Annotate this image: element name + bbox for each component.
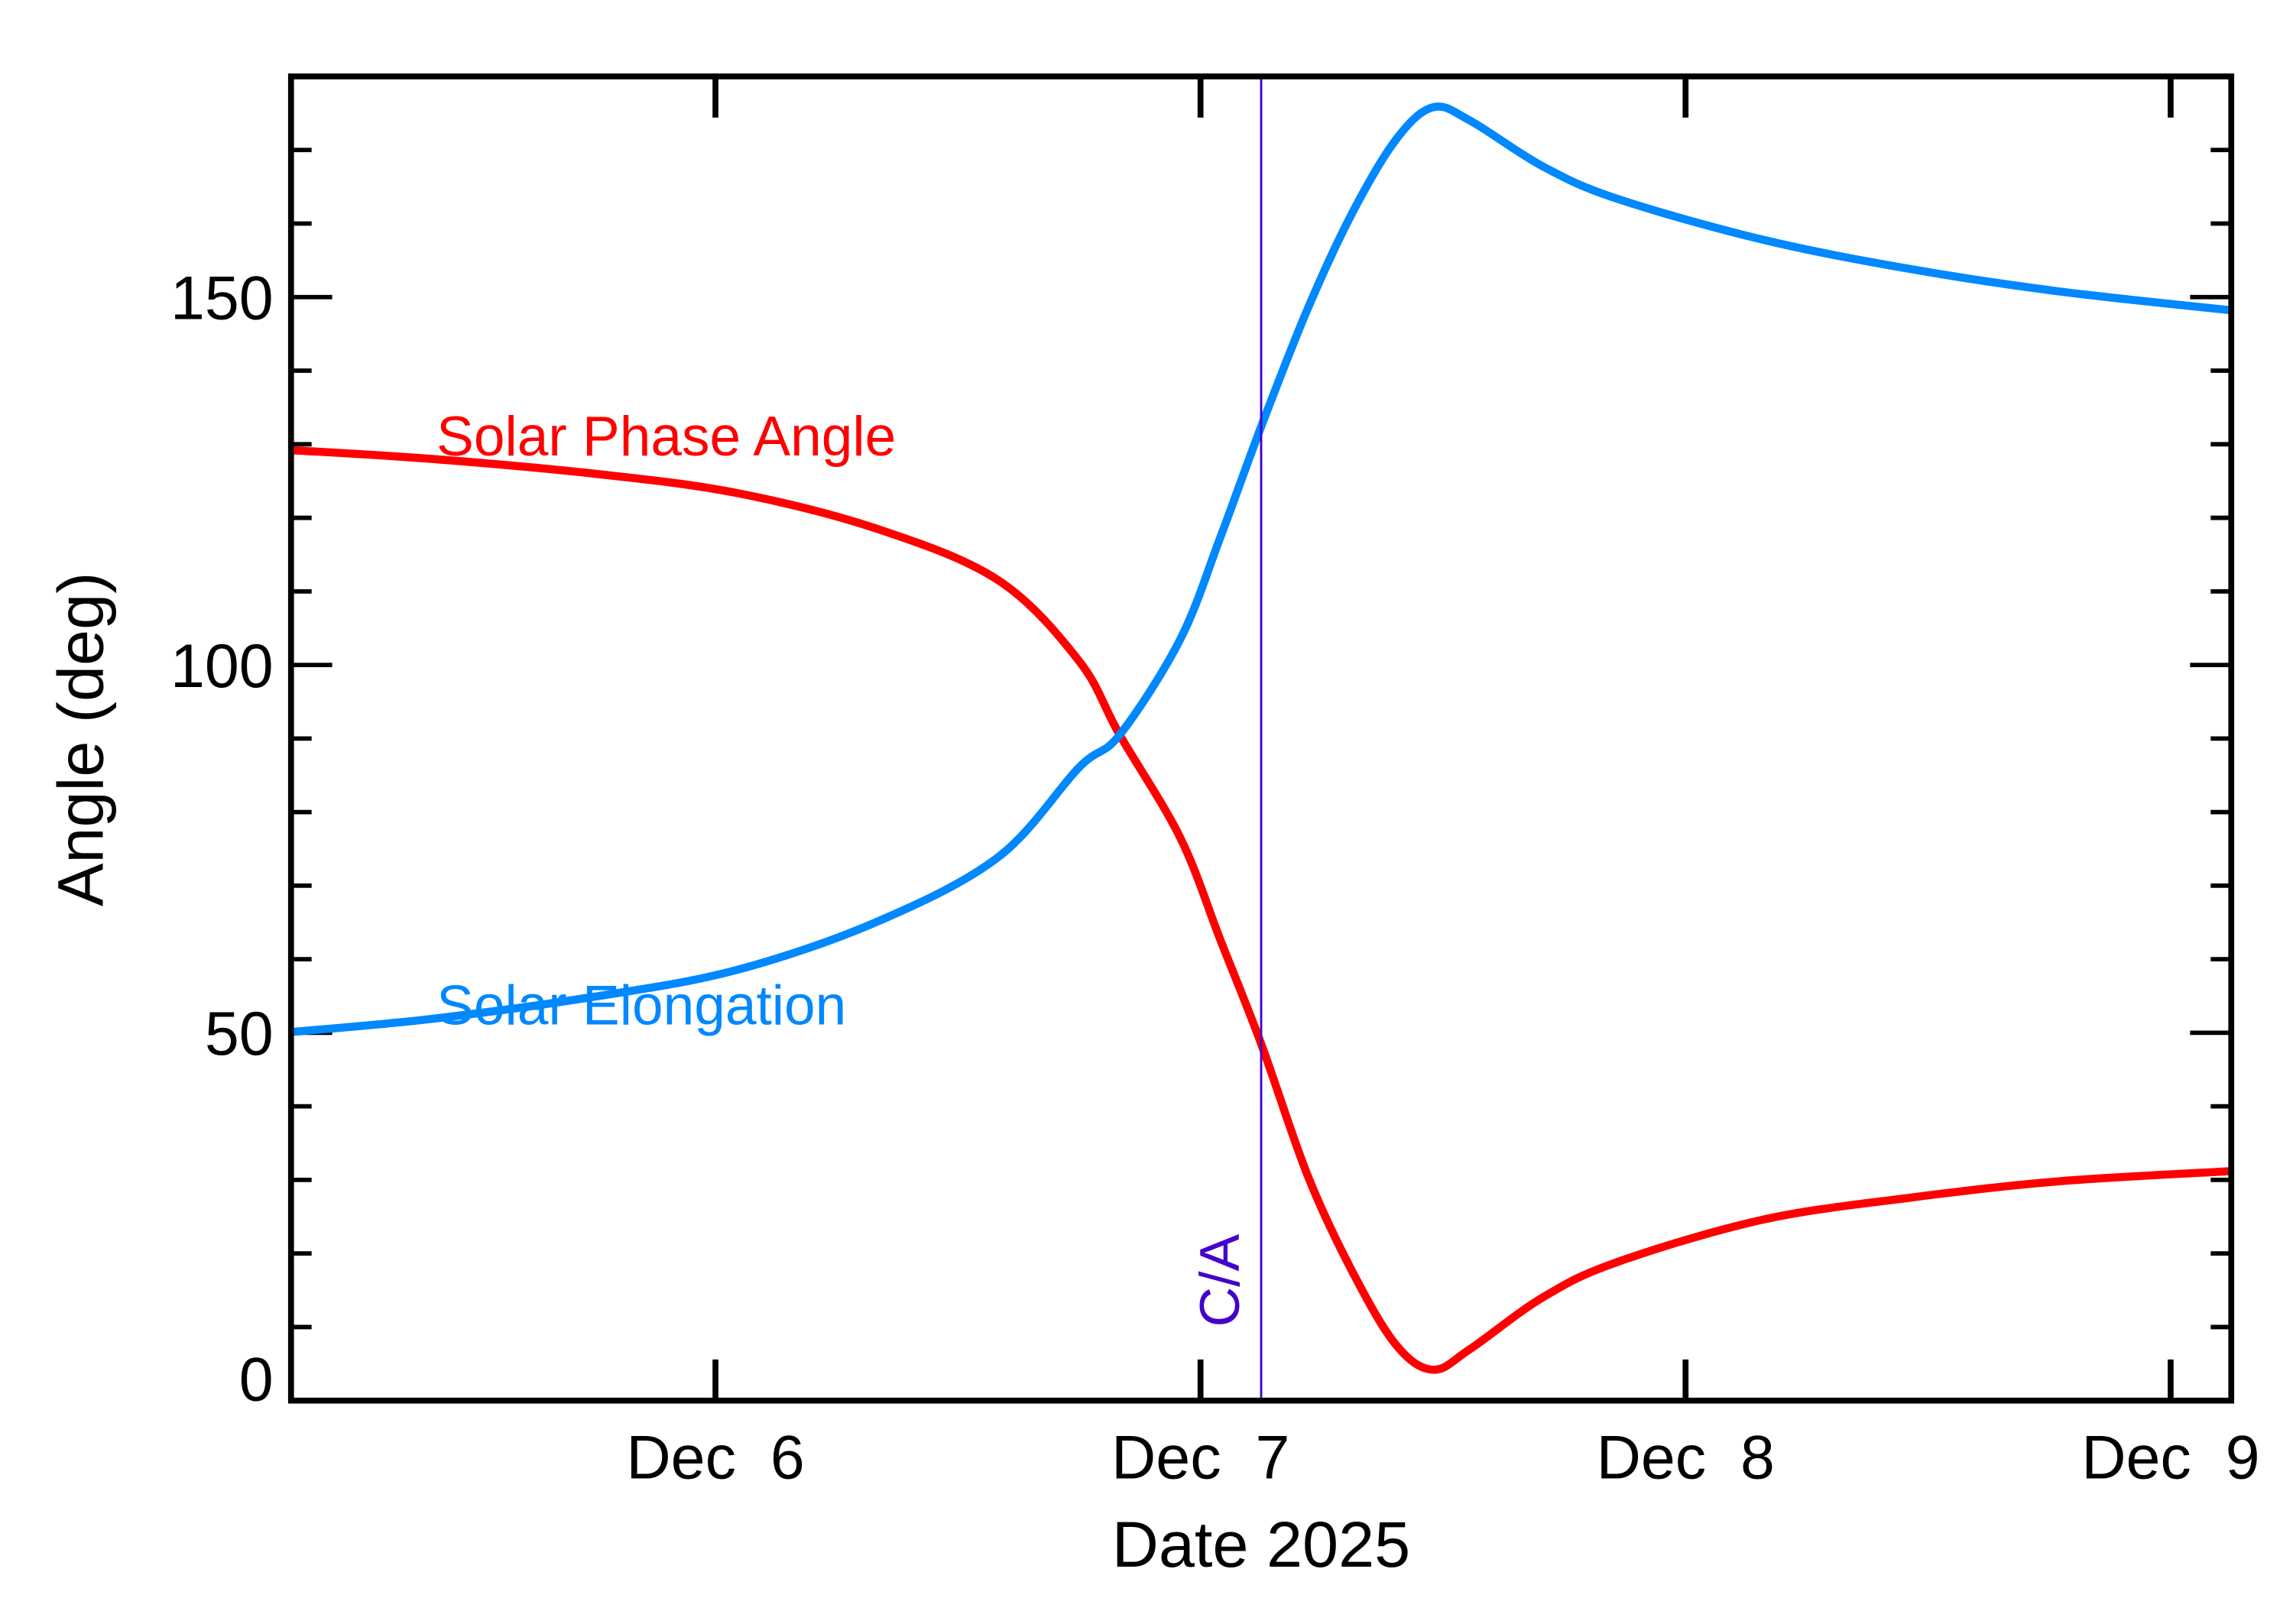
axis-ticks — [290, 76, 2232, 1401]
y-tick-labels: 0 50 100 150 — [170, 264, 274, 1415]
y-tick-label: 50 — [205, 1000, 274, 1068]
y-axis-label: Angle (deg) — [44, 572, 117, 906]
series-label-solar-elongation: Solar Elongation — [436, 974, 846, 1036]
series-lines — [290, 102, 2232, 1374]
series-line-solar-elongation — [290, 102, 2232, 1036]
y-tick-label: 0 — [239, 1346, 274, 1415]
closest-approach-label: C/A — [1189, 1233, 1251, 1327]
series-line-solar-phase-angle — [290, 446, 2232, 1374]
x-tick-label: Dec 8 — [1597, 1424, 1775, 1493]
x-tick-label: Dec 6 — [626, 1424, 804, 1493]
x-tick-labels: Dec 6 Dec 7 Dec 8 Dec 9 — [626, 1424, 2259, 1493]
x-tick-label: Dec 9 — [2081, 1424, 2259, 1493]
plot-frame — [287, 73, 2235, 1404]
x-tick-label: Dec 7 — [1111, 1424, 1289, 1493]
x-axis-label: Date 2025 — [1112, 1508, 1410, 1580]
y-tick-label: 100 — [170, 632, 274, 701]
series-label-solar-phase-angle: Solar Phase Angle — [436, 406, 896, 468]
y-tick-label: 150 — [170, 264, 274, 333]
